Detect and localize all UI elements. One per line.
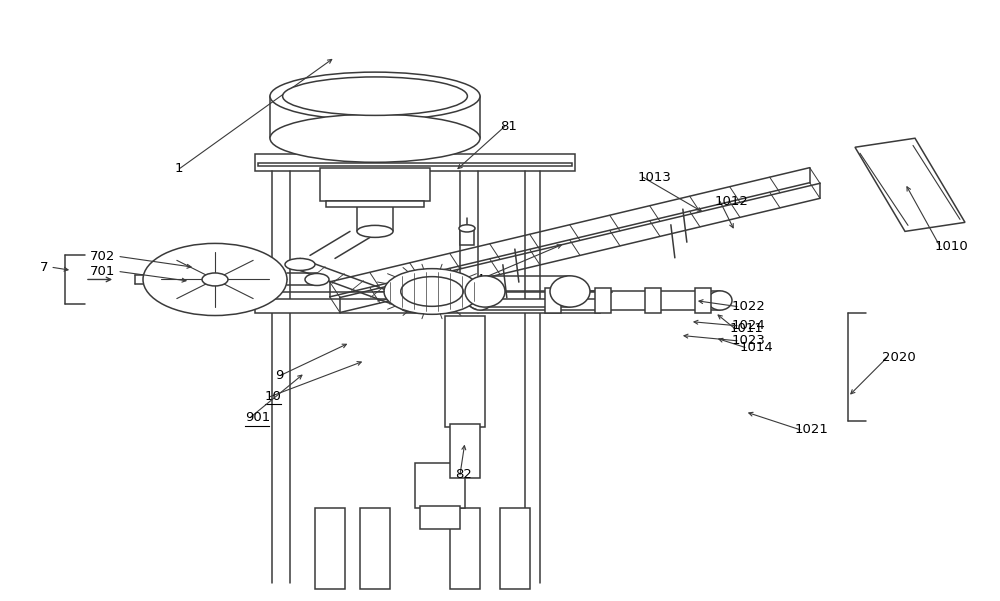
Ellipse shape — [401, 276, 463, 307]
Bar — [445, 316, 485, 427]
Text: 901: 901 — [245, 411, 270, 424]
Bar — [645, 288, 661, 313]
Ellipse shape — [285, 258, 315, 270]
Bar — [320, 168, 430, 201]
Ellipse shape — [357, 225, 393, 237]
Bar — [595, 288, 611, 313]
Ellipse shape — [468, 291, 492, 310]
Text: 10: 10 — [265, 390, 282, 403]
Text: 7: 7 — [40, 261, 48, 274]
Ellipse shape — [305, 273, 329, 285]
Ellipse shape — [400, 300, 430, 313]
Polygon shape — [855, 138, 965, 231]
Bar — [255, 154, 575, 171]
Ellipse shape — [270, 114, 480, 162]
Text: 9: 9 — [275, 369, 283, 382]
Text: 1014: 1014 — [740, 341, 774, 354]
Bar — [326, 201, 424, 207]
Text: 1012: 1012 — [715, 195, 749, 208]
Bar — [258, 163, 572, 166]
Text: 702: 702 — [90, 250, 115, 263]
Text: 1011: 1011 — [730, 322, 764, 335]
Text: 1010: 1010 — [935, 240, 969, 253]
Ellipse shape — [384, 269, 480, 314]
Bar — [500, 508, 530, 589]
Text: 1022: 1022 — [732, 300, 766, 313]
Bar — [360, 508, 390, 589]
Bar — [415, 463, 465, 508]
Bar — [545, 288, 561, 313]
Text: 81: 81 — [500, 120, 517, 133]
Text: 2020: 2020 — [882, 351, 916, 364]
Ellipse shape — [465, 276, 505, 307]
Bar — [450, 424, 480, 478]
Text: 1023: 1023 — [732, 334, 766, 347]
Bar — [255, 299, 600, 313]
Text: 1024: 1024 — [732, 319, 766, 332]
Bar — [460, 228, 474, 245]
Bar — [450, 508, 480, 589]
Ellipse shape — [270, 72, 480, 120]
Bar — [420, 506, 460, 529]
Text: 1013: 1013 — [638, 171, 672, 184]
Bar — [315, 508, 345, 589]
Ellipse shape — [550, 276, 590, 307]
Text: 4: 4 — [475, 273, 483, 286]
Ellipse shape — [202, 273, 228, 286]
Ellipse shape — [459, 225, 475, 232]
Text: 1: 1 — [175, 162, 184, 175]
Ellipse shape — [283, 77, 467, 115]
Ellipse shape — [708, 291, 732, 310]
Bar — [695, 288, 711, 313]
Text: 1021: 1021 — [795, 423, 829, 436]
Text: 82: 82 — [455, 468, 472, 481]
Ellipse shape — [143, 243, 287, 316]
Text: 701: 701 — [90, 265, 115, 278]
